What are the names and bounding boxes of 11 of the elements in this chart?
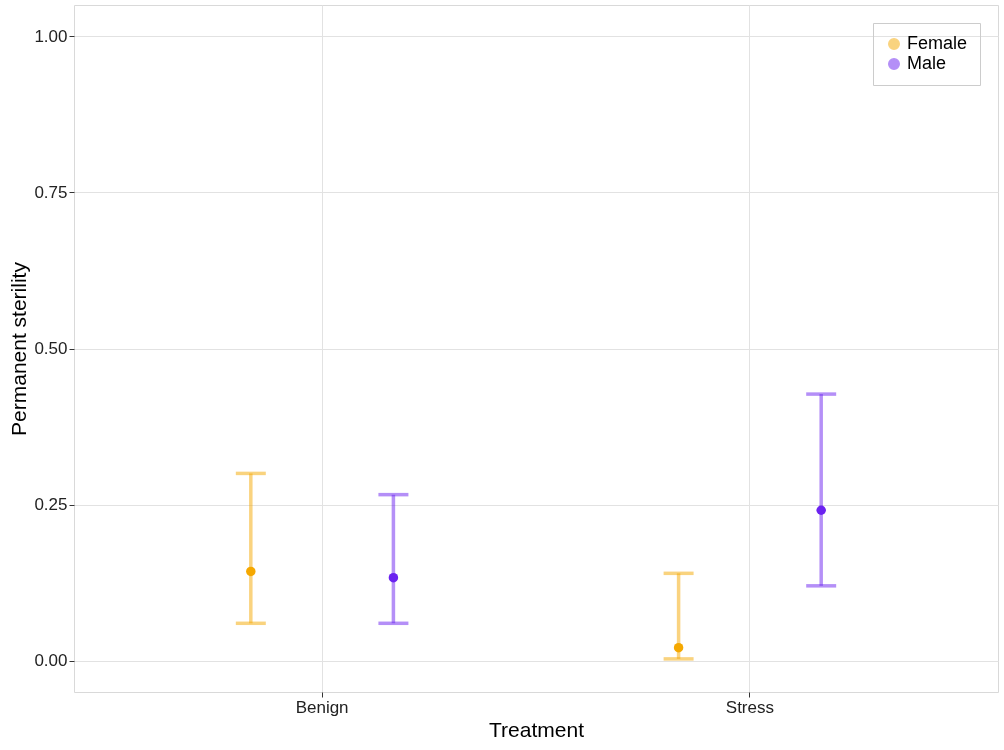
x-tick-label: Benign: [295, 697, 349, 717]
y-tick-label: 0.75: [34, 182, 68, 202]
y-tick-label: 0.50: [34, 339, 68, 358]
y-tick-label: 0.00: [34, 651, 68, 671]
y-tick-label: 0.25: [34, 495, 68, 515]
legend-label: Male: [907, 53, 947, 73]
y-axis-title: Permanent sterility: [7, 261, 31, 436]
x-tick-label: Stress: [725, 697, 774, 717]
x-axis-title: Treatment: [489, 717, 585, 741]
legend-label: Female: [907, 33, 968, 53]
y-tick-label: 1.00: [34, 26, 68, 46]
